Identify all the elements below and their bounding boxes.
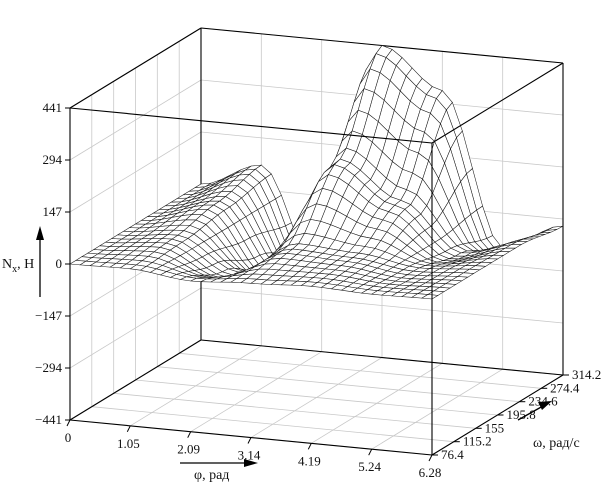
z-axis-arrow xyxy=(36,226,44,297)
grid-line xyxy=(157,366,520,403)
y-tick-label: 115.2 xyxy=(463,434,492,449)
y-axis-arrow xyxy=(517,401,552,421)
x-tick-mark xyxy=(428,454,433,462)
surface-cell xyxy=(421,294,439,300)
box-edge xyxy=(69,107,433,144)
z-tick-label: 441 xyxy=(43,100,63,115)
box-edge xyxy=(69,27,202,109)
z-tick-label: 0 xyxy=(56,256,63,271)
x-tick-label: 1.05 xyxy=(117,436,140,451)
x-tick-label: 2.09 xyxy=(177,442,200,457)
surface-mesh xyxy=(69,45,564,300)
z-tick-label: 294 xyxy=(43,152,63,167)
z-tick-label: −147 xyxy=(35,308,62,323)
x-tick-mark xyxy=(66,419,71,427)
grid-line xyxy=(91,406,454,443)
grid-line xyxy=(69,131,202,213)
z-axis-label: Nx, Н xyxy=(2,257,34,275)
y-tick-label: 155 xyxy=(485,420,505,435)
x-tick-label: 4.19 xyxy=(298,453,321,468)
x-tick-label: 0 xyxy=(65,430,72,445)
y-tick-label: 274.4 xyxy=(550,380,580,395)
grid-line xyxy=(69,287,202,369)
grid-line xyxy=(200,287,564,324)
z-tick-label: −294 xyxy=(35,360,62,375)
box-edge xyxy=(431,62,564,144)
y-tick-label: 314.2 xyxy=(572,367,601,382)
grid-line xyxy=(113,392,476,429)
y-tick-label: 234.6 xyxy=(528,394,558,409)
y-tick-label: 195.8 xyxy=(507,407,536,422)
plot-box-front xyxy=(69,62,564,455)
x-tick-label: 6.28 xyxy=(419,465,442,480)
x-tick-mark xyxy=(307,443,312,450)
box-edge xyxy=(200,339,564,376)
z-tick-label: 147 xyxy=(43,204,63,219)
box-edge xyxy=(69,339,202,421)
z-tick-label: −441 xyxy=(35,412,62,427)
grid-line xyxy=(179,352,542,389)
y-tick-label: 76.4 xyxy=(441,447,464,462)
y-axis-label: ω, рад/с xyxy=(533,436,580,451)
x-tick-mark xyxy=(126,425,131,433)
x-tick-label: 3.14 xyxy=(238,448,261,463)
x-tick-mark xyxy=(368,448,373,456)
x-tick-mark xyxy=(187,431,192,438)
grid-line xyxy=(69,79,202,161)
x-axis-label: φ, рад xyxy=(194,468,229,483)
x-tick-mark xyxy=(247,437,252,444)
grid-line xyxy=(135,379,498,416)
x-tick-label: 5.24 xyxy=(358,459,381,474)
x-axis-arrow xyxy=(180,459,258,467)
